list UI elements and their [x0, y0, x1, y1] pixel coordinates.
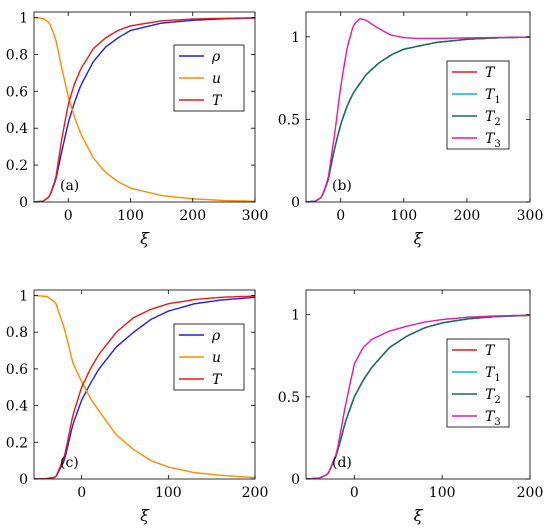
y-tick-label: 0.5: [278, 112, 300, 128]
y-tick-label: 0: [19, 195, 28, 211]
panel-tag: (c): [60, 455, 79, 471]
legend: T T1 T2 T3: [446, 60, 510, 150]
legend-label: u: [212, 350, 221, 366]
x-tick-label: 300: [517, 208, 544, 224]
axes-frame: [33, 289, 256, 480]
legend-label: T1: [485, 87, 501, 106]
legend: T T1 T2 T3: [446, 338, 510, 428]
legend-label: T: [485, 65, 496, 81]
legend-box: [446, 60, 510, 150]
legend-label: T: [212, 372, 223, 388]
legend-label: T3: [485, 131, 501, 150]
x-tick-label: 0: [64, 208, 73, 224]
panel-c: 0 100 200 0 0.2 0.4 0.6 0.8 1 ξ (c) ρuT: [6, 289, 269, 525]
x-axis-label: ξ: [414, 229, 424, 248]
y-tick-label: 1: [19, 11, 28, 27]
legend-label: ρ: [211, 49, 221, 65]
legend-box: [446, 338, 510, 428]
panel-tag: (b): [332, 178, 352, 194]
y-tick-label: 0.6: [6, 84, 28, 100]
x-axis-label: ξ: [414, 506, 424, 525]
y-tick-label: 0.2: [6, 158, 28, 174]
legend: ρuT: [173, 323, 245, 391]
legend-label: T1: [485, 365, 501, 384]
panel-a: 0 100 200 300 0 0.2 0.4 0.6 0.8 1 ξ (a) ρuT: [6, 11, 269, 248]
x-axis-label: ξ: [140, 506, 150, 525]
x-tick-label: 0: [77, 485, 86, 501]
panel-tag: (a): [60, 178, 79, 194]
y-tick-label: 0.2: [6, 435, 28, 451]
y-tick-label: 1: [291, 308, 300, 324]
y-tick-label: 0.4: [6, 399, 28, 415]
legend: ρuT: [173, 44, 245, 112]
x-tick-label: 0: [350, 485, 359, 501]
x-tick-label: 100: [429, 485, 456, 501]
x-tick-label: 200: [242, 485, 269, 501]
legend-label: ρ: [211, 328, 221, 344]
x-tick-label: 0: [336, 208, 345, 224]
legend-label: u: [212, 71, 221, 87]
y-tick-label: 0.4: [6, 121, 28, 137]
series-line-T_3: [306, 17, 530, 202]
legend-label: T3: [485, 409, 501, 428]
y-tick-label: 1: [19, 289, 28, 305]
series-line-T: [34, 17, 255, 202]
legend-label: T2: [485, 387, 501, 406]
y-tick-label: 0.5: [278, 390, 300, 406]
legend-label: T: [485, 343, 496, 359]
y-tick-label: 0: [291, 195, 300, 211]
y-tick-label: 0.8: [6, 325, 28, 341]
series-line-ρ: [34, 296, 255, 479]
legend-label: T: [212, 93, 223, 109]
y-tick-label: 0: [291, 472, 300, 488]
y-tick-label: 1: [291, 30, 300, 46]
series-line-u: [34, 294, 255, 479]
series-line-T: [34, 295, 255, 479]
y-tick-label: 0.8: [6, 47, 28, 63]
panel-d: 0 100 200 0 0.5 1 ξ (d) T T1 T2 T3: [278, 289, 544, 525]
y-tick-label: 0.6: [6, 362, 28, 378]
panel-tag: (d): [332, 455, 352, 471]
y-tick-label: 0: [19, 472, 28, 488]
x-tick-label: 300: [242, 208, 269, 224]
x-tick-label: 200: [517, 485, 544, 501]
axes-frame: [33, 11, 256, 203]
x-tick-label: 200: [179, 208, 206, 224]
panel-b: 0 100 200 300 0 0.5 1 ξ (b) T T1 T2 T3: [278, 11, 544, 248]
x-axis-label: ξ: [140, 229, 150, 248]
axes-frame: [305, 11, 531, 203]
x-tick-label: 100: [117, 208, 144, 224]
axes-frame: [305, 289, 531, 480]
series-line-T_3: [306, 314, 530, 479]
legend-label: T2: [485, 109, 501, 128]
x-tick-label: 100: [390, 208, 417, 224]
x-tick-label: 100: [155, 485, 182, 501]
x-tick-label: 200: [454, 208, 481, 224]
series-line-u: [34, 16, 255, 202]
